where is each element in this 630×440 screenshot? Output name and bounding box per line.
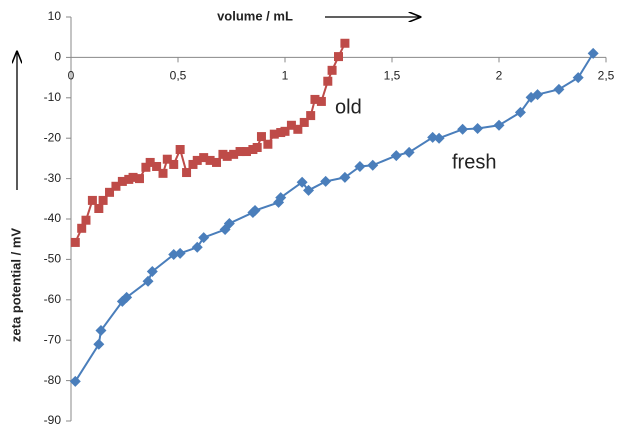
marker — [403, 146, 415, 158]
marker — [69, 375, 81, 387]
y-tick-label: -70 — [44, 332, 62, 346]
marker — [105, 187, 115, 197]
marker — [457, 123, 469, 135]
marker — [323, 76, 333, 86]
marker — [263, 139, 273, 149]
x-tick-label: 2 — [496, 69, 503, 83]
marker — [128, 172, 138, 182]
y-tick-label: -20 — [44, 130, 62, 144]
y-tick-label: -40 — [44, 211, 62, 225]
marker — [493, 119, 505, 131]
marker — [339, 171, 351, 183]
marker — [553, 83, 565, 95]
marker — [205, 155, 215, 165]
y-tick-label: -30 — [44, 171, 62, 185]
marker — [199, 153, 209, 163]
marker — [198, 232, 210, 244]
marker — [162, 154, 172, 164]
marker — [87, 195, 97, 205]
y-tick-label: -50 — [44, 252, 62, 266]
marker — [98, 195, 108, 205]
marker — [117, 176, 127, 186]
marker — [280, 126, 290, 136]
x-tick-label: 2,5 — [598, 69, 615, 83]
marker — [77, 223, 87, 233]
marker — [223, 217, 235, 229]
marker — [310, 94, 320, 104]
marker — [70, 237, 80, 247]
marker — [587, 47, 599, 59]
marker — [235, 147, 245, 157]
marker — [145, 157, 155, 167]
marker — [152, 161, 162, 171]
marker — [222, 151, 232, 161]
y-tick-label: 0 — [54, 50, 61, 64]
marker — [316, 96, 326, 106]
y-tick-label: -10 — [44, 90, 62, 104]
x-tick-label: 1 — [282, 69, 289, 83]
marker — [269, 129, 279, 139]
plot-area: 10 0 -10 -20 -30 -40 -50 -60 -70 -80 -90 0 0,5 1 1,5 2 2… — [44, 9, 615, 427]
marker — [532, 89, 544, 101]
marker — [142, 275, 154, 287]
series-line — [74, 42, 346, 243]
marker — [306, 111, 316, 121]
marker — [472, 123, 484, 135]
y-tick-label: -90 — [44, 413, 62, 427]
marker — [249, 205, 261, 217]
x-tick-label: 0 — [68, 69, 75, 83]
marker — [327, 65, 337, 75]
marker — [275, 192, 287, 204]
marker — [182, 168, 192, 178]
marker — [81, 215, 91, 225]
y-tick-label: -80 — [44, 373, 62, 387]
marker — [367, 159, 379, 171]
marker — [93, 338, 105, 350]
marker — [141, 162, 151, 172]
marker — [158, 168, 168, 178]
x-tick-label: 0,5 — [170, 69, 187, 83]
marker — [427, 131, 439, 143]
marker — [121, 291, 133, 303]
marker — [252, 142, 262, 152]
marker — [303, 184, 315, 196]
series-label: old — [335, 96, 362, 118]
marker — [334, 52, 343, 62]
marker — [354, 160, 366, 172]
x-axis-label: volume / mL — [217, 8, 293, 23]
marker — [191, 241, 203, 253]
marker — [94, 203, 104, 213]
marker — [256, 132, 266, 142]
x-tick-label: 1,5 — [384, 69, 401, 83]
marker — [229, 149, 239, 159]
marker — [192, 155, 202, 165]
y-axis-label: zeta potential / mV — [8, 228, 23, 342]
marker — [320, 175, 332, 187]
marker — [174, 247, 186, 259]
marker — [572, 72, 584, 84]
y-tick-label: -60 — [44, 292, 62, 306]
marker — [134, 174, 144, 184]
marker — [340, 38, 350, 48]
marker — [95, 325, 107, 337]
marker — [299, 117, 309, 127]
marker — [175, 145, 185, 155]
marker — [111, 181, 121, 191]
y-tick-label: 10 — [48, 9, 62, 23]
marker — [433, 132, 445, 144]
marker — [169, 159, 179, 169]
marker — [212, 157, 222, 167]
marker — [146, 266, 158, 278]
marker — [296, 176, 308, 188]
marker — [286, 120, 296, 130]
marker — [390, 150, 402, 162]
marker — [241, 147, 251, 157]
series-label: fresh — [452, 151, 496, 173]
marker — [293, 124, 303, 134]
marker — [514, 106, 526, 118]
